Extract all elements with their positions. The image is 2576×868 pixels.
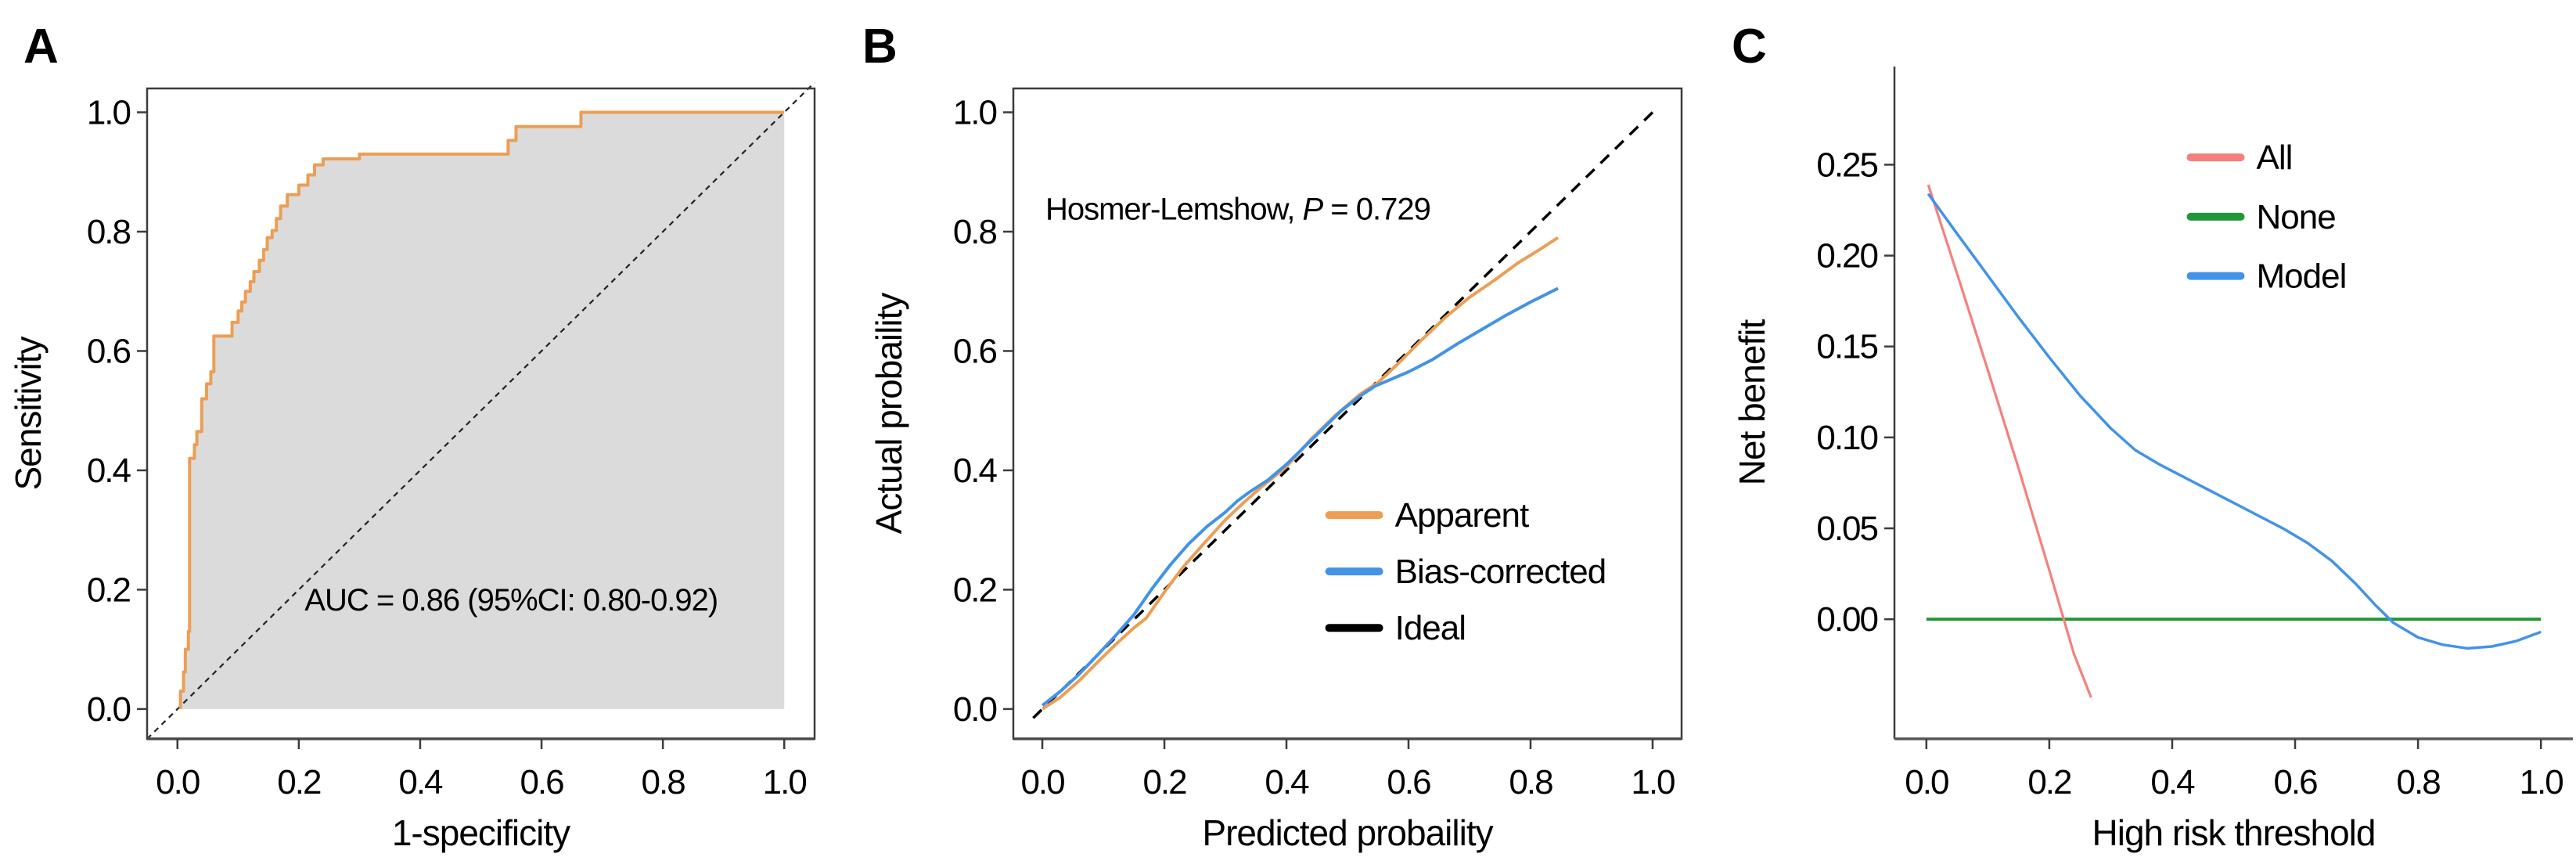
- x-tick-label: 0.2: [277, 763, 321, 801]
- all-line: [1927, 184, 2092, 698]
- panel-label-c: C: [1732, 20, 1767, 74]
- panel-roc: A 0.0 0.2 0.4 0.6 0.8 1.0 0.0 0.2 0.4 0.6 0.8 1.0 1-…: [0, 0, 829, 868]
- y-tick-label: 0.00: [1816, 600, 1877, 639]
- y-axis-label: Sensitivity: [8, 336, 49, 490]
- x-tick-label: 0.2: [2027, 763, 2071, 801]
- x-tick-label: 0.8: [1509, 763, 1552, 801]
- y-tick-label: 0.0: [953, 690, 997, 729]
- x-tick-label: 1.0: [763, 763, 807, 801]
- annotation-text: AUC = 0.86 (95%CI: 0.80-0.92): [304, 583, 718, 618]
- annotation-text: Hosmer-Lemshow, P = 0.729: [1045, 193, 1430, 227]
- x-tick-label: 0.0: [1020, 763, 1064, 801]
- panel-decision-curve: C 0.0 0.2 0.4 0.6 0.8 1.0 0.00 0.05 0.10 0.15 0.20…: [1686, 0, 2576, 868]
- legend-label: Model: [2257, 258, 2347, 296]
- model-line: [1927, 193, 2542, 650]
- x-axis-label: Predicted probaility: [1202, 812, 1493, 853]
- x-tick-label: 0.4: [2150, 763, 2195, 801]
- panel-label-a: A: [23, 20, 59, 74]
- x-tick-label: 0.4: [1265, 763, 1309, 801]
- apparent-curve: [1041, 236, 1560, 711]
- y-axis-label: Actual probaility: [869, 293, 909, 535]
- x-tick-label: 0.6: [520, 763, 563, 801]
- y-tick-label: 0.20: [1816, 237, 1877, 276]
- x-axis-label: High risk threshold: [2092, 812, 2376, 853]
- x-tick-label: 0.6: [2273, 763, 2317, 801]
- y-tick-label: 0.6: [87, 332, 131, 370]
- x-tick-label: 0.0: [156, 763, 200, 801]
- calibration-chart: 0.0 0.2 0.4 0.6 0.8 1.0 0.0 0.2 0.4 0.6 0.8 1.0 Pred…: [869, 87, 1683, 853]
- y-tick-label: 0.6: [953, 332, 997, 370]
- legend-label: Ideal: [1395, 609, 1466, 647]
- panel-label-b: B: [862, 20, 898, 74]
- y-tick-label: 0.4: [953, 452, 998, 490]
- legend-label: Bias-corrected: [1395, 553, 1606, 591]
- y-tick-label: 0.4: [87, 452, 131, 490]
- bias-corrected-curve: [1041, 286, 1559, 707]
- legend-label: Apparent: [1395, 496, 1529, 535]
- x-tick-label: 0.0: [1905, 763, 1948, 801]
- y-tick-label: 0.05: [1816, 510, 1877, 548]
- y-tick-label: 0.2: [87, 571, 131, 609]
- x-tick-label: 0.8: [2397, 763, 2441, 801]
- legend-label: All: [2257, 139, 2293, 177]
- plot-border: [1012, 87, 1683, 740]
- y-tick-label: 0.8: [87, 213, 131, 251]
- x-tick-label: 1.0: [2520, 763, 2563, 801]
- roc-chart: 0.0 0.2 0.4 0.6 0.8 1.0 0.0 0.2 0.4 0.6 0.8 1.0 1-sp…: [8, 81, 816, 853]
- y-tick-label: 0.15: [1816, 328, 1877, 366]
- x-tick-label: 0.8: [642, 763, 685, 801]
- x-tick-label: 0.6: [1387, 763, 1430, 801]
- y-tick-label: 1.0: [87, 93, 131, 131]
- y-axis-label: Net benefit: [1732, 319, 1772, 486]
- y-tick-label: 0.8: [953, 213, 997, 251]
- y-tick-label: 0.2: [953, 571, 997, 609]
- x-tick-label: 1.0: [1631, 763, 1675, 801]
- ideal-line: [1032, 111, 1654, 719]
- roc-curve: [178, 110, 785, 709]
- y-tick-label: 0.25: [1816, 146, 1877, 184]
- chance-diagonal: [146, 81, 815, 740]
- panel-calibration: B 0.0 0.2 0.4 0.6 0.8 1.0 0.0 0.2 0.4 0.6 0.8 1.0 Pr…: [829, 0, 1686, 868]
- x-tick-label: 0.2: [1142, 763, 1186, 801]
- y-tick-label: 0.10: [1816, 419, 1877, 457]
- roc-curve-fill: [180, 112, 785, 709]
- legend-label: None: [2257, 198, 2336, 236]
- y-tick-label: 1.0: [953, 93, 997, 131]
- x-tick-label: 0.4: [398, 763, 443, 801]
- decision-curve-chart: 0.0 0.2 0.4 0.6 0.8 1.0 0.00 0.05 0.10 0.15 0.20 0.…: [1732, 67, 2573, 853]
- y-tick-label: 0.0: [87, 690, 131, 729]
- x-axis-label: 1-specificity: [392, 812, 570, 853]
